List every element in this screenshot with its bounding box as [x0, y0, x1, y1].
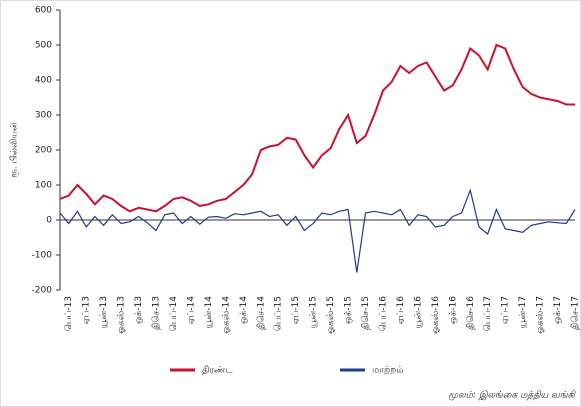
- x-tick-label: ஏப்-13: [82, 296, 92, 324]
- x-tick-label: ஒக்-15: [344, 296, 354, 324]
- x-tick-label: ஓகஸ்-15: [326, 296, 336, 334]
- x-tick-label: திசெ-13: [152, 296, 162, 330]
- x-tick-label: ஒக்-16: [448, 296, 458, 324]
- y-tick-label: 0: [46, 216, 52, 226]
- legend-label: திரண்ட: [202, 366, 233, 376]
- x-tick-label: பெப்-16: [378, 296, 388, 331]
- y-tick-label: -100: [32, 251, 53, 261]
- x-tick-label: யூன்-13: [99, 296, 109, 328]
- x-tick-label: பெப்-15: [274, 296, 284, 331]
- x-tick-label: திசெ-15: [361, 296, 371, 330]
- x-tick-label: ஒக்-13: [134, 296, 144, 324]
- x-tick-label: யூன்-15: [309, 296, 319, 328]
- x-tick-label: திசெ-16: [466, 296, 476, 330]
- x-tick-label: ஓகஸ்-13: [117, 296, 127, 334]
- x-tick-label: திசெ-14: [256, 296, 266, 330]
- x-tick-label: ஒக்-14: [239, 296, 249, 324]
- y-tick-label: -200: [32, 286, 53, 296]
- x-tick-label: பெப்-14: [169, 296, 179, 331]
- y-axis-label: ரூ. பில்லியன்: [10, 122, 20, 178]
- x-tick-label: ஓகஸ்-16: [431, 296, 441, 334]
- y-tick-label: 600: [35, 6, 52, 16]
- x-tick-label: பெப்-17: [483, 296, 493, 331]
- x-tick-label: ஏப்-14: [186, 296, 196, 325]
- x-tick-label: யூன்-14: [204, 296, 214, 329]
- x-tick-label: திசெ-17: [571, 296, 581, 330]
- x-tick-label: ஏப்-16: [396, 296, 406, 325]
- x-tick-label: ஒக்-17: [553, 296, 563, 324]
- y-tick-label: 200: [35, 146, 52, 156]
- x-tick-label: பெப்-13: [64, 296, 74, 331]
- y-tick-label: 400: [35, 76, 52, 86]
- x-tick-label: யூன்-17: [518, 296, 528, 328]
- x-tick-label: ஓகஸ்-17: [536, 296, 546, 334]
- x-tick-label: யூன்-16: [413, 296, 423, 329]
- x-tick-label: ஓகஸ்-14: [221, 296, 231, 334]
- series-line: [59, 188, 576, 273]
- y-tick-label: 300: [35, 111, 52, 121]
- y-tick-label: 500: [35, 41, 52, 51]
- legend-label: மாற்றம்: [372, 366, 403, 376]
- x-tick-label: ஏப்-17: [501, 296, 511, 324]
- x-tick-label: ஏப்-15: [291, 296, 301, 324]
- source-note: மூலம்: இலங்கை மத்திய வங்கி: [448, 390, 576, 401]
- y-tick-label: 100: [35, 181, 52, 191]
- series-line: [59, 43, 575, 213]
